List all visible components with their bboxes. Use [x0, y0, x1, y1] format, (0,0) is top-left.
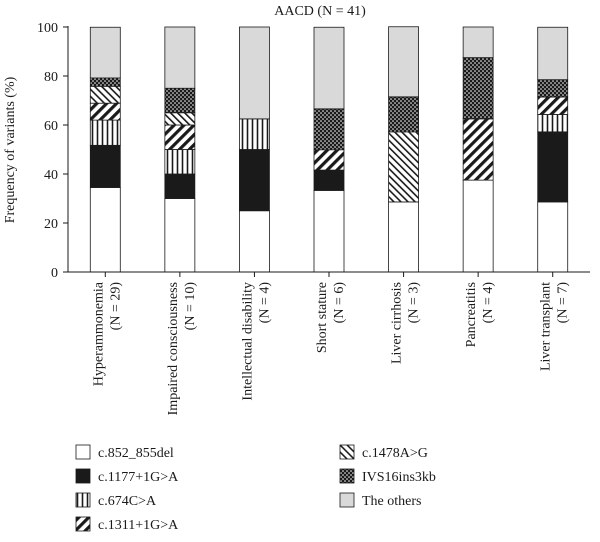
- y-tick-label: 0: [51, 266, 58, 281]
- legend-item: The others: [339, 492, 421, 509]
- x-tick-label: Pancreatitis: [464, 282, 479, 347]
- bar-segment: [164, 198, 196, 273]
- y-tick-label: 80: [44, 70, 58, 85]
- bar-segment: [462, 57, 494, 120]
- bar-segment: [89, 77, 121, 87]
- y-axis: 0 20 40 60 80 100: [37, 21, 69, 281]
- legend-swatch: [339, 468, 355, 484]
- bar-segment: [537, 79, 569, 98]
- legend-label: IVS16ins3kb: [362, 470, 436, 485]
- bar-segment: [537, 131, 569, 203]
- bar-segment: [388, 96, 419, 133]
- bar-segment: [164, 124, 196, 150]
- legend-swatch: [75, 492, 91, 508]
- legend-label: c.852_855del: [98, 446, 174, 461]
- bar-segment: [164, 26, 196, 89]
- bar-segment: [89, 187, 121, 273]
- legend-swatch: [75, 516, 91, 532]
- y-axis-label: Frequency of variants (%): [3, 76, 18, 223]
- legend-item: c.1177+1G>A: [75, 468, 179, 485]
- bar-segment: [239, 26, 270, 120]
- bar-segment: [537, 201, 569, 273]
- legend-swatch: [339, 492, 355, 508]
- x-tick-label: Liver cirrhosis: [390, 282, 405, 364]
- bar-segment: [164, 149, 196, 175]
- bar-segment: [313, 149, 345, 171]
- bar-segment: [462, 26, 494, 59]
- bar-segment: [537, 26, 569, 81]
- y-tick-label: 40: [44, 168, 58, 183]
- bar-segment: [89, 144, 121, 188]
- bar-segment: [164, 112, 196, 126]
- x-axis: Hyperammonemia (N = 29) Impaired conscious…: [68, 271, 590, 415]
- bar-segment: [164, 173, 196, 199]
- legend-label: c.1478A>G: [362, 446, 428, 461]
- legend-item: c.674C>A: [75, 492, 157, 509]
- bar-segment: [388, 131, 419, 203]
- bar-segment: [239, 210, 270, 273]
- bar-segment: [462, 179, 494, 273]
- x-tick-sublabel: (N = 29): [108, 282, 123, 331]
- bar-stack: [164, 26, 196, 273]
- bar-segment: [313, 108, 345, 151]
- bar-segment: [239, 149, 270, 212]
- bar-stack: [89, 26, 121, 273]
- legend-item: c.1311+1G>A: [75, 516, 179, 533]
- x-tick-label: Hyperammonemia: [91, 281, 106, 386]
- x-tick-label: Short stature: [315, 282, 330, 353]
- legend-item: c.852_855del: [75, 444, 174, 461]
- legend: c.852_855del c.1177+1G>A c.674C>A c.1311+1G…: [75, 444, 436, 533]
- bar-segment: [462, 118, 494, 181]
- bar-segment: [89, 102, 121, 121]
- bar-segment: [313, 169, 345, 191]
- bar-stack: [388, 26, 419, 273]
- legend-item: c.1478A>G: [339, 444, 428, 461]
- x-tick-sublabel: (N = 6): [332, 282, 347, 324]
- bar-stack: [462, 26, 494, 273]
- bar-segment: [537, 114, 569, 133]
- legend-label: c.1311+1G>A: [98, 518, 179, 533]
- bar-segment: [89, 85, 121, 104]
- legend-item: IVS16ins3kb: [339, 468, 436, 485]
- y-tick-label: 60: [44, 119, 58, 134]
- bar-stack: [313, 26, 345, 273]
- bar-segment: [89, 26, 121, 79]
- legend-label: c.674C>A: [98, 494, 157, 509]
- bar-segment: [239, 118, 270, 150]
- x-tick-sublabel: (N = 7): [556, 282, 571, 324]
- bar-segment: [164, 87, 196, 114]
- legend-swatch: [75, 468, 91, 484]
- x-tick-sublabel: (N = 10): [183, 282, 198, 331]
- bar-segment: [388, 26, 419, 98]
- bar-segment: [388, 201, 419, 273]
- x-tick-label: Liver transplant: [539, 282, 554, 371]
- legend-swatch: [75, 444, 91, 460]
- bar-stack: [239, 26, 270, 273]
- legend-swatch: [339, 444, 355, 460]
- x-tick-sublabel: (N = 3): [407, 282, 422, 324]
- bar-segment: [89, 119, 121, 146]
- legend-label: c.1177+1G>A: [98, 470, 179, 485]
- legend-label: The others: [362, 494, 421, 509]
- y-tick-label: 100: [37, 21, 58, 36]
- bar-segment: [537, 96, 569, 115]
- bar-stack: [537, 26, 569, 273]
- bars-group: [89, 26, 569, 273]
- x-tick-label: Intellectual disability: [240, 282, 255, 401]
- x-tick-sublabel: (N = 4): [257, 282, 272, 324]
- bar-segment: [313, 190, 345, 273]
- x-tick-sublabel: (N = 4): [481, 282, 496, 324]
- chart-title: AACD (N = 41): [274, 4, 366, 19]
- x-tick-label: Impaired consciousness: [166, 282, 181, 415]
- bar-segment: [313, 26, 345, 110]
- y-tick-label: 20: [44, 217, 58, 232]
